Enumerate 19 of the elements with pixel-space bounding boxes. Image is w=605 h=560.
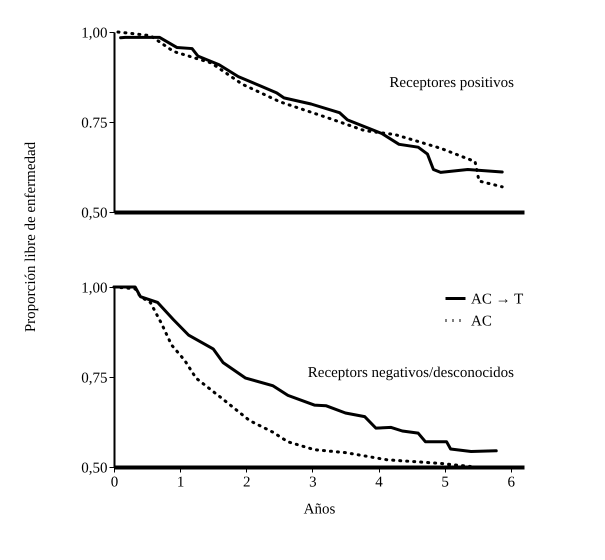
legend-label: AC → T bbox=[471, 292, 524, 308]
annotation: Receptores positivos bbox=[389, 75, 514, 91]
y-tick-label: 0,75 bbox=[81, 370, 108, 386]
y-axis-title: Proporción libre de enfermedad bbox=[23, 141, 39, 332]
annotation: Receptors negativos/desconocidos bbox=[308, 365, 514, 381]
x-tick-label: 2 bbox=[243, 474, 251, 490]
y-tick-label: 1,00 bbox=[81, 280, 108, 296]
x-tick-label: 1 bbox=[176, 474, 184, 490]
x-tick-label: 3 bbox=[309, 474, 317, 490]
x-tick-label: 5 bbox=[441, 474, 449, 490]
y-tick-label: 0,50 bbox=[81, 460, 108, 476]
y-tick-label: 1,00 bbox=[81, 26, 108, 42]
y-tick-label: 0,50 bbox=[81, 206, 108, 222]
y-tick-label: 0.75 bbox=[81, 116, 108, 132]
x-tick-label: 0 bbox=[110, 474, 118, 490]
x-tick-label: 6 bbox=[508, 474, 516, 490]
legend-label: AC bbox=[471, 314, 492, 330]
x-axis-title: Años bbox=[304, 502, 336, 518]
x-tick-label: 4 bbox=[375, 474, 384, 490]
